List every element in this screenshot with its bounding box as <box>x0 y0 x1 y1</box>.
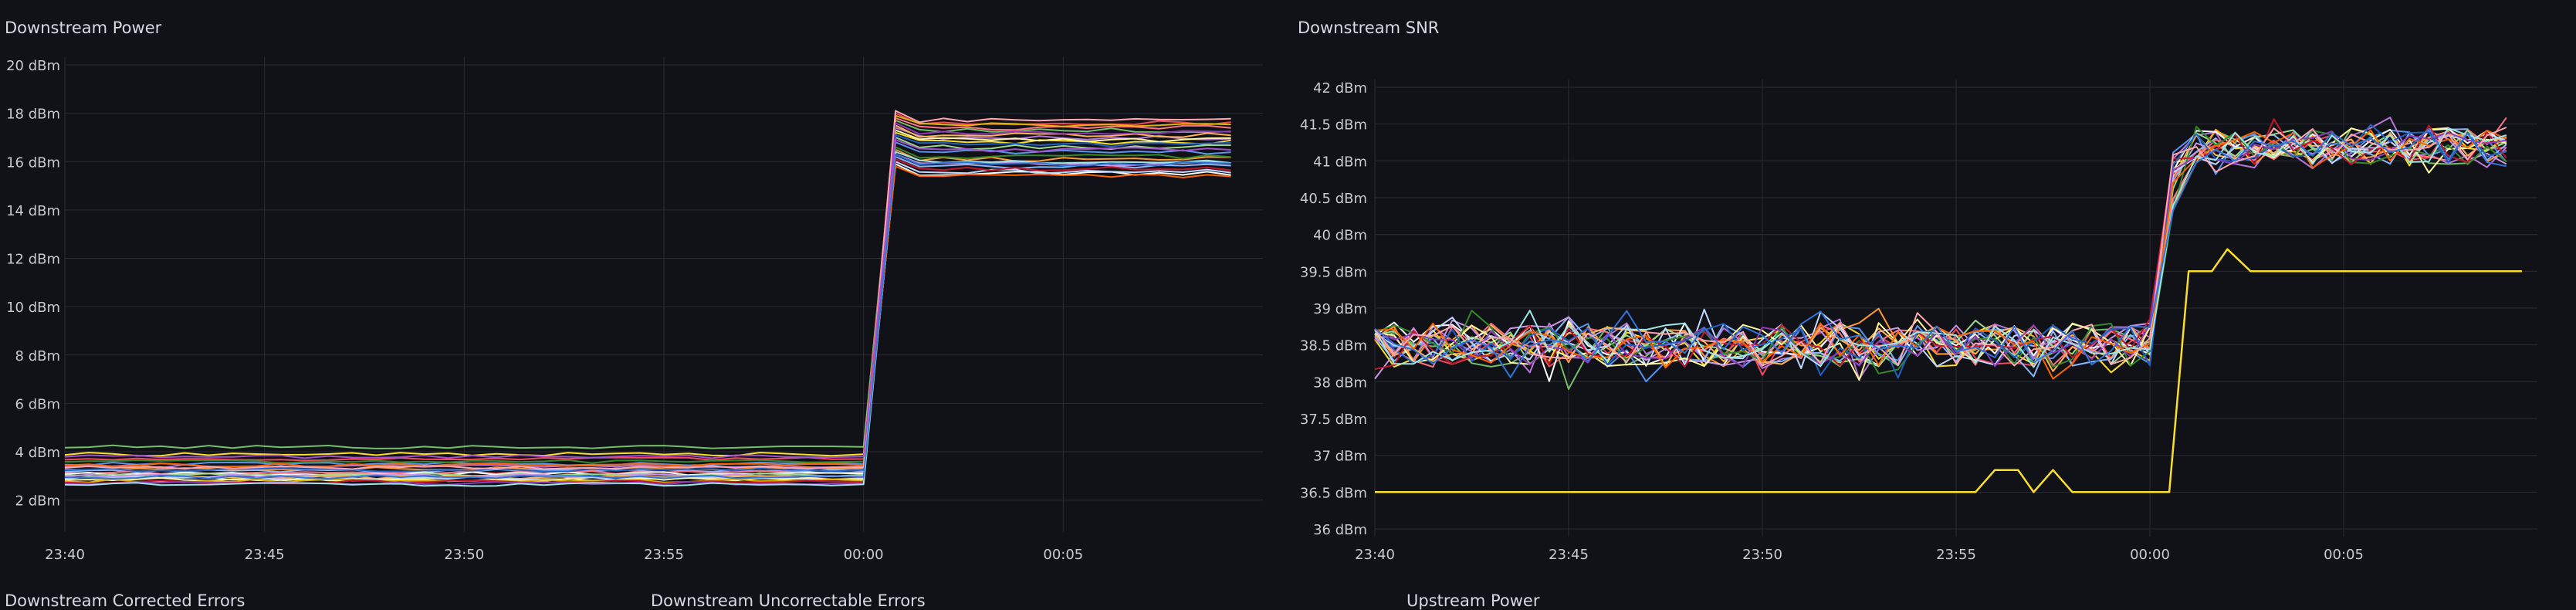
snr-series-line[interactable] <box>1374 130 2507 380</box>
power-series-line[interactable] <box>64 139 1231 459</box>
y-tick-label: 39 dBm <box>1313 301 1367 317</box>
y-tick-label: 41.5 dBm <box>1300 117 1367 134</box>
y-tick-label: 14 dBm <box>6 203 60 219</box>
y-tick-label: 6 dBm <box>15 396 60 412</box>
y-tick-label: 16 dBm <box>6 154 60 171</box>
y-tick-label: 4 dBm <box>15 445 60 461</box>
snr-series-line[interactable] <box>1374 127 2507 381</box>
power-series-line[interactable] <box>64 148 1231 471</box>
power-series-line[interactable] <box>64 112 1231 462</box>
y-tick-label: 18 dBm <box>6 107 60 123</box>
y-tick-label: 10 dBm <box>6 300 60 316</box>
y-tick-label: 2 dBm <box>15 493 60 510</box>
y-tick-label: 37.5 dBm <box>1300 412 1367 428</box>
downstream-snr-chart[interactable]: 36 dBm 36.5 dBm 37 dBm 37.5 dBm 38 dBm 38.5 d… <box>1293 0 2576 587</box>
grid <box>1374 80 2537 537</box>
x-tick-label: 23:45 <box>245 547 285 563</box>
grid <box>64 57 1263 532</box>
x-tick-label: 23:55 <box>1936 547 1976 563</box>
x-tick-label: 23:40 <box>1355 547 1395 563</box>
y-tick-label: 12 dBm <box>6 252 60 268</box>
x-tick-label: 23:45 <box>1549 547 1589 563</box>
power-series-line[interactable] <box>64 153 1231 479</box>
y-tick-label: 40.5 dBm <box>1300 191 1367 207</box>
downstream-power-panel: Downstream Power 2 dBm 4 dBm 6 dBm 8 dBm 10 … <box>0 0 1266 587</box>
x-tick-label: 00:00 <box>844 547 884 563</box>
y-tick-label: 8 dBm <box>15 348 60 364</box>
y-tick-label: 20 dBm <box>6 58 60 74</box>
snr-series-line[interactable] <box>1374 128 2507 378</box>
x-tick-label: 00:00 <box>2130 547 2170 563</box>
downstream-power-chart[interactable]: 2 dBm 4 dBm 6 dBm 8 dBm 10 dBm 12 dBm 14 dBm 16… <box>0 0 1266 587</box>
snr-outlier-series-line[interactable] <box>1375 248 2522 493</box>
power-series-line[interactable] <box>64 158 1231 485</box>
y-tick-label: 36 dBm <box>1313 522 1367 538</box>
power-series-line[interactable] <box>64 134 1231 473</box>
power-series-line[interactable] <box>64 124 1231 480</box>
downstream-snr-panel: Downstream SNR 36 dBm 36.5 dBm 37 dBm 37.5 … <box>1293 0 2576 587</box>
power-series-line[interactable] <box>64 153 1231 480</box>
panel-title: Downstream SNR <box>1298 19 1440 37</box>
panel-title-upstream-power: Upstream Power <box>1406 591 1540 610</box>
power-series-line[interactable] <box>64 122 1231 486</box>
power-series-line[interactable] <box>64 129 1231 483</box>
series-group <box>64 110 1231 487</box>
power-series-line[interactable] <box>64 151 1231 487</box>
y-tick-label: 38 dBm <box>1313 374 1367 391</box>
power-series-line[interactable] <box>64 156 1231 473</box>
snr-series-line[interactable] <box>1374 127 2507 390</box>
snr-series-line[interactable] <box>1374 127 2507 367</box>
series-group <box>1374 117 2522 493</box>
panel-title: Downstream Power <box>5 19 162 37</box>
snr-series-line[interactable] <box>1374 128 2507 378</box>
power-series-line[interactable] <box>64 131 1231 457</box>
snr-series-line[interactable] <box>1374 118 2507 371</box>
power-series-line[interactable] <box>64 136 1231 477</box>
y-tick-label: 39.5 dBm <box>1300 264 1367 280</box>
y-tick-label: 37 dBm <box>1313 449 1367 465</box>
x-tick-label: 23:50 <box>1742 547 1782 563</box>
panel-title-uncorrectable-errors: Downstream Uncorrectable Errors <box>651 591 926 610</box>
power-series-line[interactable] <box>64 165 1231 468</box>
y-tick-label: 36.5 dBm <box>1300 485 1367 501</box>
x-tick-label: 00:05 <box>2324 547 2364 563</box>
x-tick-label: 23:40 <box>45 547 85 563</box>
power-series-line[interactable] <box>64 127 1231 469</box>
y-tick-label: 38.5 dBm <box>1300 338 1367 354</box>
x-tick-label: 23:55 <box>644 547 684 563</box>
snr-series-line[interactable] <box>1374 128 2507 368</box>
x-tick-label: 23:50 <box>444 547 484 563</box>
power-series-line[interactable] <box>64 141 1231 466</box>
y-tick-label: 40 dBm <box>1313 228 1367 244</box>
power-series-line[interactable] <box>64 110 1231 470</box>
panel-title-corrected-errors: Downstream Corrected Errors <box>5 591 245 610</box>
y-tick-label: 42 dBm <box>1313 80 1367 97</box>
y-tick-label: 41 dBm <box>1313 154 1367 170</box>
power-series-line[interactable] <box>64 161 1231 481</box>
power-series-line[interactable] <box>64 117 1231 475</box>
power-series-line[interactable] <box>64 146 1231 464</box>
power-series-line[interactable] <box>64 163 1231 476</box>
power-series-line[interactable] <box>64 120 1231 449</box>
power-series-line[interactable] <box>64 114 1231 483</box>
x-tick-label: 00:05 <box>1043 547 1083 563</box>
